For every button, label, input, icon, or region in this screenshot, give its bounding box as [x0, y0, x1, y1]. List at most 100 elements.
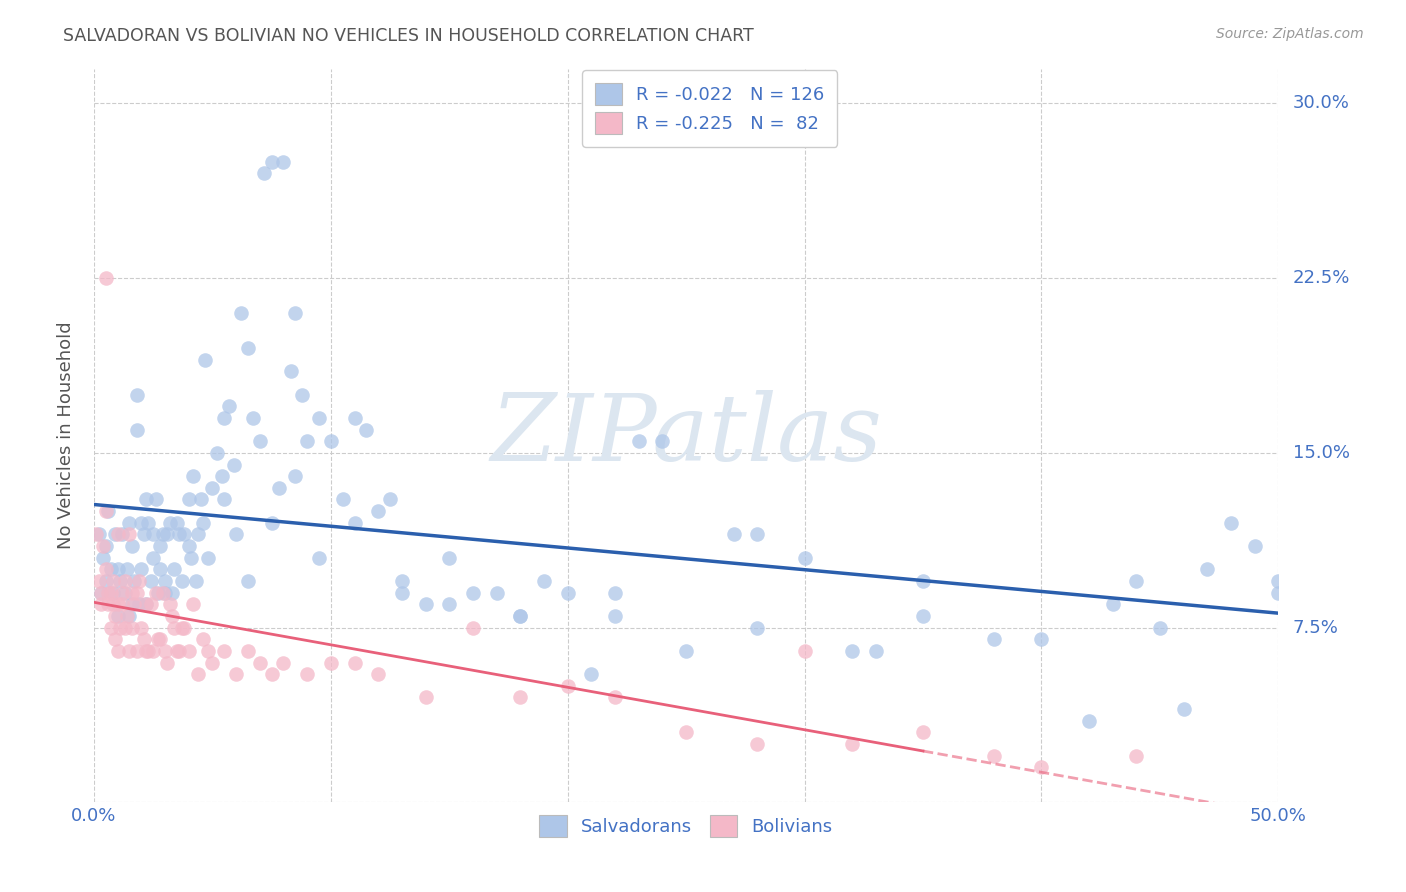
- Point: [142, 527, 165, 541]
- Point: [118, 644, 141, 658]
- Point: [135, 597, 157, 611]
- Point: [1149, 621, 1171, 635]
- Point: [367, 504, 389, 518]
- Point: [167, 527, 190, 541]
- Point: [319, 656, 342, 670]
- Point: [111, 597, 134, 611]
- Point: [461, 585, 484, 599]
- Point: [160, 585, 183, 599]
- Point: [170, 574, 193, 588]
- Text: Source: ZipAtlas.com: Source: ZipAtlas.com: [1216, 27, 1364, 41]
- Point: [163, 621, 186, 635]
- Point: [190, 492, 212, 507]
- Point: [101, 585, 124, 599]
- Point: [118, 516, 141, 530]
- Point: [132, 527, 155, 541]
- Point: [170, 621, 193, 635]
- Point: [1125, 748, 1147, 763]
- Point: [1220, 516, 1243, 530]
- Point: [173, 621, 195, 635]
- Point: [180, 550, 202, 565]
- Point: [94, 562, 117, 576]
- Point: [747, 621, 769, 635]
- Point: [142, 550, 165, 565]
- Point: [90, 597, 112, 611]
- Point: [183, 469, 205, 483]
- Point: [131, 621, 153, 635]
- Point: [911, 574, 934, 588]
- Point: [111, 527, 134, 541]
- Point: [260, 154, 283, 169]
- Y-axis label: No Vehicles in Household: No Vehicles in Household: [58, 322, 75, 549]
- Point: [104, 527, 127, 541]
- Point: [160, 608, 183, 623]
- Point: [159, 516, 181, 530]
- Point: [249, 434, 271, 449]
- Point: [97, 504, 120, 518]
- Point: [1267, 585, 1289, 599]
- Point: [205, 446, 228, 460]
- Point: [291, 387, 314, 401]
- Point: [253, 166, 276, 180]
- Point: [104, 632, 127, 647]
- Point: [101, 597, 124, 611]
- Point: [153, 574, 176, 588]
- Point: [295, 434, 318, 449]
- Point: [911, 725, 934, 739]
- Point: [101, 574, 124, 588]
- Point: [747, 527, 769, 541]
- Point: [100, 621, 122, 635]
- Point: [343, 656, 366, 670]
- Point: [149, 539, 172, 553]
- Point: [675, 644, 697, 658]
- Point: [222, 458, 245, 472]
- Point: [107, 608, 129, 623]
- Point: [201, 656, 224, 670]
- Point: [122, 574, 145, 588]
- Point: [723, 527, 745, 541]
- Point: [1031, 760, 1053, 774]
- Point: [128, 597, 150, 611]
- Point: [159, 597, 181, 611]
- Point: [166, 516, 188, 530]
- Point: [267, 481, 290, 495]
- Point: [581, 667, 603, 681]
- Point: [378, 492, 401, 507]
- Point: [94, 271, 117, 285]
- Point: [139, 574, 162, 588]
- Point: [747, 737, 769, 751]
- Point: [135, 597, 157, 611]
- Point: [191, 516, 214, 530]
- Point: [273, 154, 295, 169]
- Point: [121, 621, 143, 635]
- Point: [94, 539, 117, 553]
- Point: [197, 550, 219, 565]
- Point: [273, 656, 295, 670]
- Legend: Salvadorans, Bolivians: Salvadorans, Bolivians: [533, 808, 839, 845]
- Point: [1173, 702, 1195, 716]
- Text: 30.0%: 30.0%: [1292, 95, 1350, 112]
- Point: [84, 527, 107, 541]
- Point: [533, 574, 555, 588]
- Point: [343, 516, 366, 530]
- Point: [391, 574, 413, 588]
- Point: [135, 644, 157, 658]
- Point: [236, 644, 259, 658]
- Point: [627, 434, 650, 449]
- Point: [1197, 562, 1219, 576]
- Point: [114, 585, 136, 599]
- Point: [793, 644, 815, 658]
- Point: [983, 632, 1005, 647]
- Point: [356, 423, 378, 437]
- Point: [187, 667, 209, 681]
- Point: [284, 306, 307, 320]
- Point: [242, 411, 264, 425]
- Point: [841, 737, 863, 751]
- Point: [152, 527, 174, 541]
- Point: [184, 574, 207, 588]
- Point: [391, 585, 413, 599]
- Point: [841, 644, 863, 658]
- Text: ZIPatlas: ZIPatlas: [491, 391, 882, 481]
- Point: [100, 585, 122, 599]
- Point: [93, 550, 115, 565]
